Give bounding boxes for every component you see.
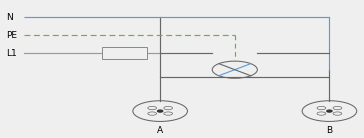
Text: A: A [157, 126, 163, 135]
Text: L1: L1 [7, 49, 17, 58]
Circle shape [158, 110, 163, 112]
Bar [102, 47, 147, 59]
Circle shape [327, 110, 332, 112]
Text: PE: PE [7, 31, 17, 40]
Text: B: B [327, 126, 332, 135]
Text: N: N [7, 13, 13, 22]
